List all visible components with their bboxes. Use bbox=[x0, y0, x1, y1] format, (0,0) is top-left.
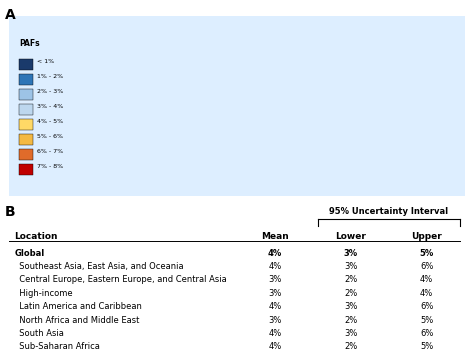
Text: < 1%: < 1% bbox=[37, 60, 54, 64]
Text: North Africa and Middle East: North Africa and Middle East bbox=[14, 316, 140, 325]
Text: PAFs: PAFs bbox=[19, 39, 40, 48]
Text: 3%: 3% bbox=[268, 276, 282, 285]
FancyBboxPatch shape bbox=[9, 16, 465, 196]
Text: Upper: Upper bbox=[411, 232, 442, 241]
Text: 3%: 3% bbox=[344, 302, 357, 311]
Text: Lower: Lower bbox=[335, 232, 366, 241]
Text: 2%: 2% bbox=[344, 289, 357, 298]
Text: A: A bbox=[5, 8, 16, 22]
Text: Sub-Saharan Africa: Sub-Saharan Africa bbox=[14, 342, 100, 351]
Bar bbox=[19, 89, 33, 100]
Text: 2%: 2% bbox=[344, 276, 357, 285]
Text: 4% - 5%: 4% - 5% bbox=[37, 119, 63, 124]
Bar bbox=[19, 104, 33, 115]
Text: Global: Global bbox=[14, 249, 45, 258]
Text: 95% Uncertainty Interval: 95% Uncertainty Interval bbox=[329, 207, 448, 216]
Bar bbox=[19, 164, 33, 175]
Text: B: B bbox=[5, 205, 15, 219]
Text: 3%: 3% bbox=[344, 262, 357, 271]
Text: 4%: 4% bbox=[420, 276, 433, 285]
Text: 4%: 4% bbox=[268, 262, 282, 271]
Text: 2%: 2% bbox=[344, 316, 357, 325]
Text: 1% - 2%: 1% - 2% bbox=[37, 74, 63, 79]
Text: 5% - 6%: 5% - 6% bbox=[37, 134, 63, 139]
Text: High-income: High-income bbox=[14, 289, 73, 298]
Text: 5%: 5% bbox=[419, 249, 434, 258]
Text: 3%: 3% bbox=[344, 329, 357, 338]
Bar bbox=[19, 74, 33, 85]
Text: 4%: 4% bbox=[420, 289, 433, 298]
Text: Latin America and Caribbean: Latin America and Caribbean bbox=[14, 302, 142, 311]
Bar bbox=[19, 59, 33, 70]
Text: South Asia: South Asia bbox=[14, 329, 64, 338]
Text: 6%: 6% bbox=[420, 262, 433, 271]
Text: 2%: 2% bbox=[344, 342, 357, 351]
Text: 3%: 3% bbox=[344, 249, 358, 258]
Text: 4%: 4% bbox=[268, 342, 282, 351]
Text: Location: Location bbox=[14, 232, 58, 241]
Bar bbox=[19, 134, 33, 145]
Text: 3%: 3% bbox=[268, 316, 282, 325]
Bar bbox=[19, 149, 33, 160]
Text: Central Europe, Eastern Europe, and Central Asia: Central Europe, Eastern Europe, and Cent… bbox=[14, 276, 227, 285]
Text: Southeast Asia, East Asia, and Oceania: Southeast Asia, East Asia, and Oceania bbox=[14, 262, 184, 271]
Text: 4%: 4% bbox=[268, 329, 282, 338]
Text: 6% - 7%: 6% - 7% bbox=[37, 149, 63, 154]
Bar bbox=[19, 119, 33, 130]
Text: 3% - 4%: 3% - 4% bbox=[37, 104, 63, 109]
Text: Mean: Mean bbox=[261, 232, 289, 241]
Text: 5%: 5% bbox=[420, 342, 433, 351]
Text: 4%: 4% bbox=[268, 302, 282, 311]
Text: 6%: 6% bbox=[420, 302, 433, 311]
Text: 7% - 8%: 7% - 8% bbox=[37, 164, 63, 169]
Text: 5%: 5% bbox=[420, 316, 433, 325]
Text: 2% - 3%: 2% - 3% bbox=[37, 89, 63, 94]
Text: 6%: 6% bbox=[420, 329, 433, 338]
Text: 4%: 4% bbox=[268, 249, 282, 258]
Text: 3%: 3% bbox=[268, 289, 282, 298]
